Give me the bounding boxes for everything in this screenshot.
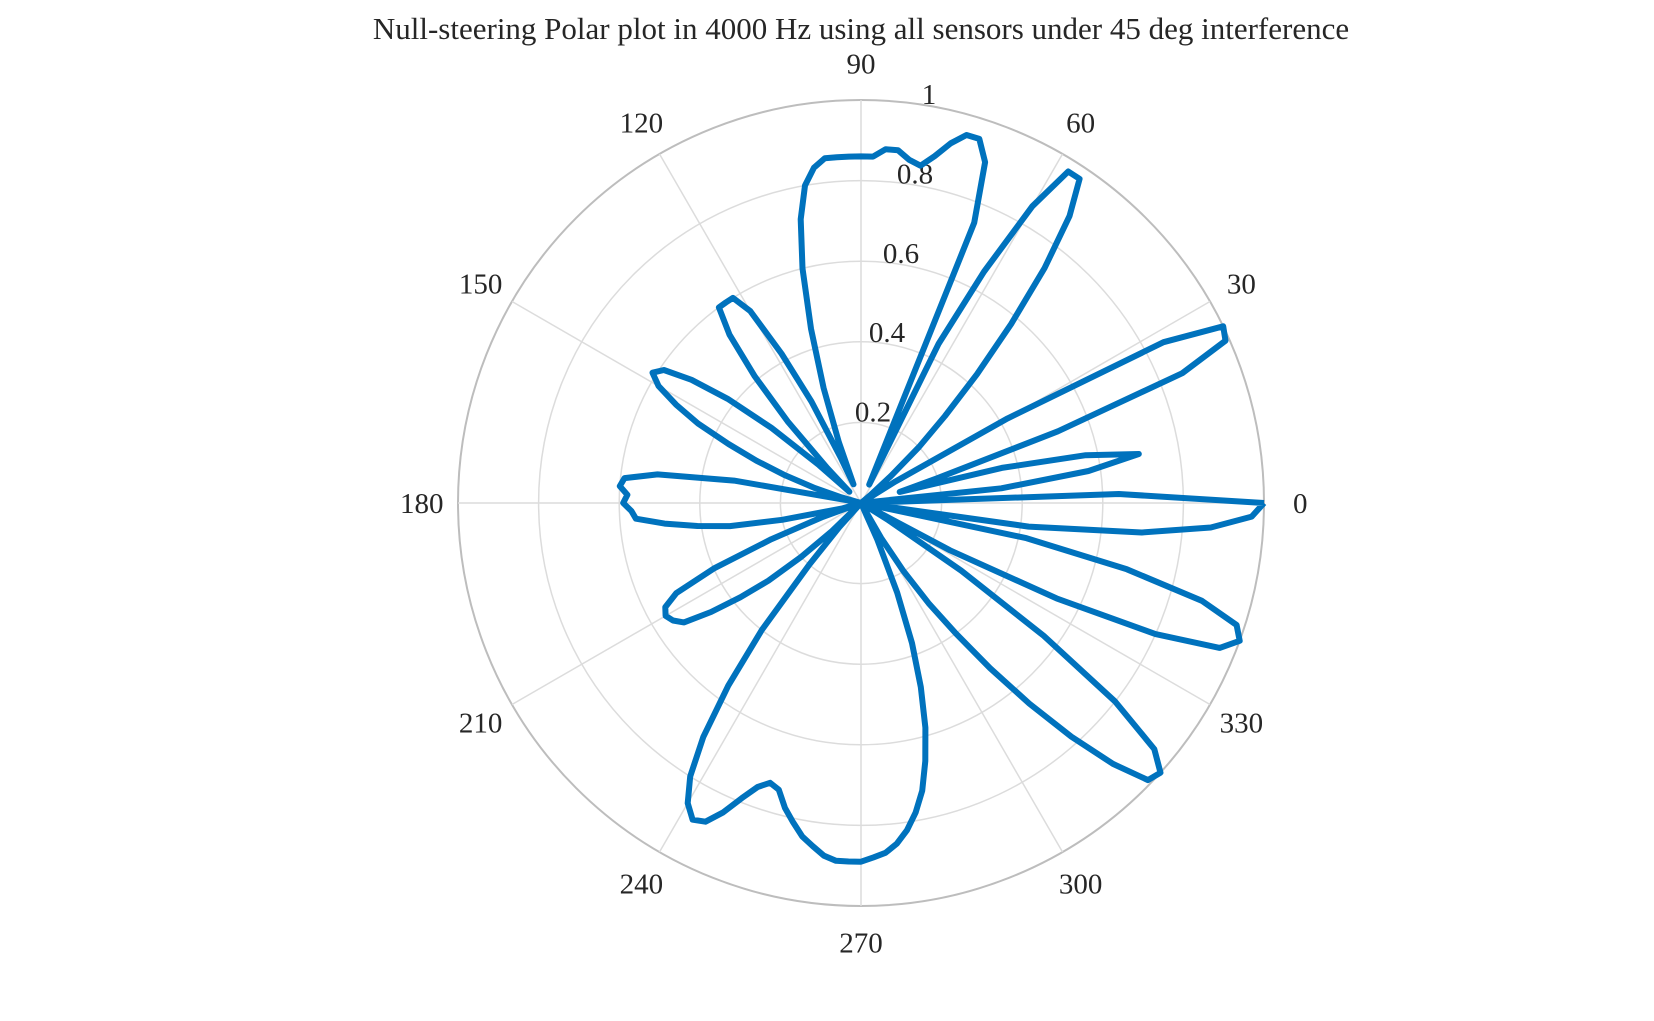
angle-tick-label: 180 bbox=[400, 488, 444, 520]
angle-tick-label: 150 bbox=[459, 268, 503, 300]
chart-title: Null-steering Polar plot in 4000 Hz usin… bbox=[373, 11, 1349, 46]
radial-tick-label: 0.4 bbox=[869, 317, 906, 349]
angle-tick-label: 300 bbox=[1059, 868, 1103, 900]
angle-tick-label: 240 bbox=[620, 868, 664, 900]
angle-tick-label: 120 bbox=[620, 108, 664, 140]
angle-tick-label: 210 bbox=[459, 708, 503, 740]
angle-grid-spoke bbox=[511, 300, 862, 504]
beam-pattern-line bbox=[616, 132, 1267, 865]
angle-tick-label: 30 bbox=[1227, 268, 1256, 300]
radial-tick-label: 0.6 bbox=[883, 238, 919, 270]
angle-tick-label: 60 bbox=[1066, 108, 1095, 140]
series-layer bbox=[616, 132, 1267, 865]
angle-grid-spoke bbox=[511, 502, 862, 706]
angle-grid-spoke bbox=[658, 502, 862, 853]
angle-tick-label: 0 bbox=[1293, 488, 1308, 520]
angle-tick-labels: 0 30 60 90 120 150 180 210 240 270 300 330 bbox=[400, 49, 1308, 960]
radial-tick-labels: 0.20.40.60.81 bbox=[855, 79, 936, 429]
angle-tick-label: 90 bbox=[847, 49, 876, 81]
radial-tick-label: 1 bbox=[922, 79, 937, 111]
radial-tick-label: 0.2 bbox=[855, 397, 891, 429]
angle-tick-label: 330 bbox=[1220, 708, 1264, 740]
angle-tick-label: 270 bbox=[839, 927, 883, 959]
